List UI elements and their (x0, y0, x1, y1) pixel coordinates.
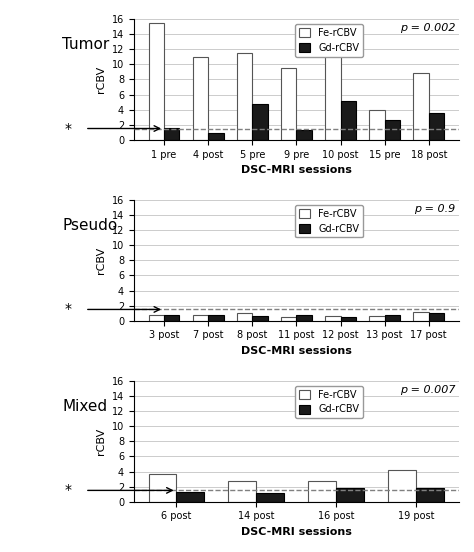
Bar (281, 68, 296, 140)
Bar (192, 57, 208, 140)
Bar (256, 493, 284, 502)
Bar (148, 474, 176, 502)
Text: Tumor: Tumor (62, 37, 109, 52)
Bar (413, 73, 429, 140)
Bar (384, 315, 400, 321)
Bar (228, 481, 256, 502)
Bar (416, 488, 444, 502)
Bar (176, 492, 204, 502)
Legend: Fe-rCBV, Gd-rCBV: Fe-rCBV, Gd-rCBV (295, 24, 363, 56)
Text: p = 0.9: p = 0.9 (414, 204, 456, 214)
Bar (252, 104, 268, 140)
Y-axis label: rCBV: rCBV (96, 428, 106, 455)
Y-axis label: rCBV: rCBV (96, 247, 106, 274)
Bar (325, 316, 340, 321)
Bar (148, 23, 164, 140)
Bar (252, 316, 268, 321)
Text: p = 0.007: p = 0.007 (400, 385, 456, 395)
Bar (208, 315, 224, 321)
Bar (337, 488, 365, 502)
Bar (237, 313, 252, 321)
Bar (164, 316, 180, 321)
Bar (296, 130, 312, 140)
Text: Pseudo: Pseudo (62, 218, 118, 233)
Bar (164, 128, 180, 140)
Y-axis label: rCBV: rCBV (96, 66, 106, 93)
Text: *: * (65, 302, 72, 316)
Bar (369, 110, 384, 140)
X-axis label: DSC-MRI sessions: DSC-MRI sessions (241, 527, 352, 537)
Bar (340, 100, 356, 140)
Legend: Fe-rCBV, Gd-rCBV: Fe-rCBV, Gd-rCBV (295, 205, 363, 237)
Bar (325, 53, 340, 140)
Bar (309, 481, 337, 502)
Bar (413, 312, 429, 321)
Bar (429, 313, 444, 321)
Bar (237, 53, 252, 140)
X-axis label: DSC-MRI sessions: DSC-MRI sessions (241, 346, 352, 356)
X-axis label: DSC-MRI sessions: DSC-MRI sessions (241, 165, 352, 175)
Bar (208, 133, 224, 140)
Text: *: * (65, 484, 72, 497)
Bar (429, 113, 444, 140)
Bar (192, 315, 208, 321)
Text: *: * (65, 121, 72, 135)
Text: p = 0.002: p = 0.002 (400, 23, 456, 33)
Legend: Fe-rCBV, Gd-rCBV: Fe-rCBV, Gd-rCBV (295, 386, 363, 418)
Bar (369, 316, 384, 321)
Bar (148, 316, 164, 321)
Bar (296, 316, 312, 321)
Bar (384, 120, 400, 140)
Bar (340, 317, 356, 321)
Bar (281, 317, 296, 321)
Bar (388, 470, 416, 502)
Text: Mixed: Mixed (62, 399, 107, 414)
